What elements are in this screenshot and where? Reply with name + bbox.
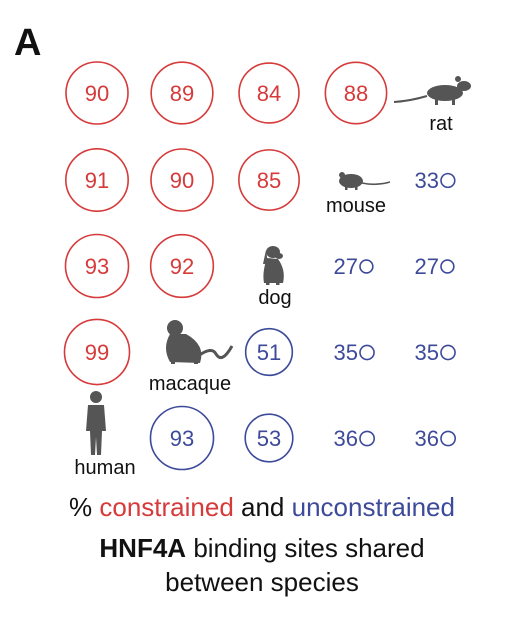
constrained-cell-r3-c0: 99 — [63, 318, 131, 386]
unconstrained-cell-r4-c1: 93 — [149, 405, 215, 471]
constrained-cell-r0-c3: 88 — [324, 61, 388, 125]
constrained-cell-r0-c1-circle — [150, 61, 214, 125]
constrained-cell-r1-c2-value: 85 — [257, 168, 281, 193]
caption-line-2: HNF4A binding sites shared — [0, 531, 524, 565]
constrained-cell-r2-c1-value: 92 — [170, 254, 194, 279]
species-label-dog: dog — [258, 287, 291, 309]
unconstrained-cell-r3-c4: 35 — [415, 340, 456, 365]
unconstrained-cell-r2-c4: 27 — [415, 254, 455, 279]
constrained-cell-r3-c0-circle — [63, 318, 131, 386]
species-label-mouse: mouse — [326, 195, 386, 217]
constrained-cell-r1-c0: 91 — [65, 148, 129, 212]
unconstrained-cell-r3-c2-value: 51 — [257, 340, 281, 365]
constrained-cell-r0-c1: 89 — [150, 61, 214, 125]
constrained-cell-r0-c1-value: 89 — [170, 81, 194, 106]
unconstrained-cell-r2-c4-circle — [440, 259, 455, 274]
constrained-cell-r2-c0-circle — [64, 233, 130, 299]
unconstrained-cell-r4-c4-circle — [440, 430, 456, 447]
constrained-cell-r2-c0: 93 — [64, 233, 130, 299]
constrained-cell-r0-c2: 84 — [238, 62, 300, 124]
unconstrained-cell-r3-c4-circle — [440, 344, 456, 361]
unconstrained-cell-r2-c3-value: 27 — [334, 254, 358, 279]
constrained-cell-r2-c1: 92 — [149, 233, 215, 299]
caption-hnf4a: HNF4A — [99, 533, 187, 563]
caption-binding-sites: binding sites shared — [193, 533, 425, 563]
unconstrained-cell-r4-c2-circle — [244, 413, 294, 463]
caption-unconstrained: unconstrained — [291, 492, 455, 522]
unconstrained-cell-r3-c3-value: 35 — [334, 340, 358, 365]
caption-percent: % — [69, 492, 93, 522]
caption-and: and — [241, 492, 285, 522]
constrained-cell-r2-c1-circle — [149, 233, 215, 299]
caption: % constrained and unconstrained — [0, 490, 524, 524]
caption-constrained: constrained — [99, 492, 234, 522]
constrained-cell-r3-c0-value: 99 — [85, 340, 109, 365]
unconstrained-cell-r4-c3-circle — [359, 430, 375, 447]
caption-line-3: between species — [0, 565, 524, 599]
unconstrained-cell-r1-c4: 33 — [415, 168, 456, 193]
rat-icon — [393, 76, 471, 105]
unconstrained-cell-r3-c2: 51 — [244, 327, 294, 377]
unconstrained-cell-r2-c4-value: 27 — [415, 254, 439, 279]
unconstrained-cell-r4-c2: 53 — [244, 413, 294, 463]
constrained-cell-r1-c1-circle — [150, 148, 214, 212]
unconstrained-cell-r1-c4-value: 33 — [415, 168, 439, 193]
unconstrained-cell-r4-c3-value: 36 — [334, 426, 358, 451]
constrained-cell-r1-c2: 85 — [238, 149, 300, 211]
unconstrained-cell-r4-c4: 36 — [415, 426, 456, 451]
caption-between-species: between species — [165, 567, 359, 597]
unconstrained-cell-r3-c4-value: 35 — [415, 340, 439, 365]
panel-label: A — [14, 22, 41, 64]
constrained-cell-r0-c3-circle — [324, 61, 388, 125]
unconstrained-cell-r1-c4-circle — [440, 172, 456, 189]
unconstrained-cell-r4-c3: 36 — [334, 426, 375, 451]
dog-icon — [263, 246, 284, 285]
constrained-cell-r0-c2-circle — [238, 62, 300, 124]
unconstrained-cell-r4-c4-value: 36 — [415, 426, 439, 451]
constrained-cell-r1-c1: 90 — [150, 148, 214, 212]
human-icon — [86, 391, 106, 455]
unconstrained-cell-r3-c3-circle — [359, 344, 375, 361]
constrained-cell-r1-c1-value: 90 — [170, 168, 194, 193]
unconstrained-cell-r4-c2-value: 53 — [257, 426, 281, 451]
species-label-macaque: macaque — [149, 373, 231, 395]
constrained-cell-r0-c0-value: 90 — [85, 81, 109, 106]
unconstrained-cell-r2-c3-circle — [359, 259, 374, 274]
constrained-cell-r0-c3-value: 88 — [344, 81, 368, 106]
unconstrained-cell-r4-c1-value: 93 — [170, 426, 194, 451]
constrained-cell-r0-c0: 90 — [65, 61, 129, 125]
macaque-icon — [166, 320, 234, 364]
constrained-cell-r2-c0-value: 93 — [85, 254, 109, 279]
unconstrained-cell-r3-c3: 35 — [334, 340, 375, 365]
unconstrained-cell-r2-c3: 27 — [334, 254, 374, 279]
constrained-cell-r1-c0-value: 91 — [85, 168, 109, 193]
unconstrained-cell-r3-c2-circle — [244, 327, 294, 377]
species-comparison-diagram: A 90 89 84 88 91 90 85 33 93 92 27 27 99 51 35 35 93 53 36… — [14, 22, 471, 479]
species-label-human: human — [74, 457, 135, 479]
species-label-rat: rat — [429, 113, 453, 135]
mouse-icon — [339, 172, 391, 190]
constrained-cell-r1-c2-circle — [238, 149, 300, 211]
constrained-cell-r1-c0-circle — [65, 148, 129, 212]
constrained-cell-r0-c0-circle — [65, 61, 129, 125]
unconstrained-cell-r4-c1-circle — [149, 405, 215, 471]
constrained-cell-r0-c2-value: 84 — [257, 81, 281, 106]
